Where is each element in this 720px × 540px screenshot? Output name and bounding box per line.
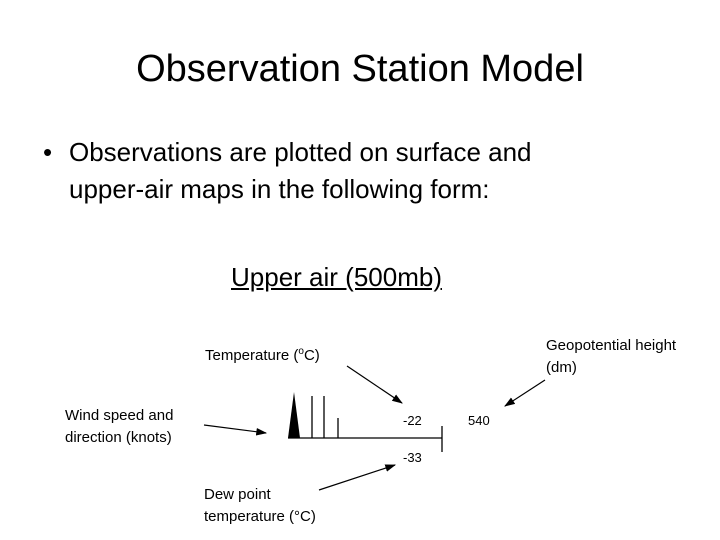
wind-label: Wind speed and direction (knots) [65, 405, 173, 449]
dewpoint-label-line-1: Dew point [204, 486, 271, 503]
height-value: 540 [468, 413, 490, 428]
wind-barb [288, 392, 443, 452]
slide-title: Observation Station Model [136, 48, 584, 90]
diagram-subtitle: Upper air (500mb) [231, 262, 442, 292]
wind-label-line-2: direction (knots) [65, 429, 172, 446]
temperature-label: Temperature (oC) [205, 341, 320, 367]
wind-arrow [203, 424, 268, 436]
dewpoint-label-line-2: temperature (°C) [204, 508, 316, 525]
geopotential-arrow [504, 379, 546, 407]
geopotential-label-line-1: Geopotential height [546, 337, 677, 354]
bullet-text-line-2: upper-air maps in the following form: [69, 174, 490, 204]
bullet-text-line-1: Observations are plotted on surface and [69, 137, 532, 167]
temperature-arrow [346, 365, 403, 404]
wind-label-line-1: Wind speed and [65, 407, 174, 424]
geopotential-label: Geopotential height (dm) [546, 335, 676, 379]
bullet-text: Observations are plotted on surface and … [69, 134, 669, 208]
geopotential-label-line-2: (dm) [546, 359, 577, 376]
temperature-label-unit: C) [303, 347, 320, 364]
wind-barb-pennant [288, 392, 300, 438]
temperature-value: -22 [403, 413, 422, 428]
dewpoint-value: -33 [403, 450, 422, 465]
bullet-symbol: • [43, 137, 53, 167]
temperature-label-text: Temperature ( [205, 347, 299, 364]
dewpoint-label: Dew point temperature (°C) [204, 484, 316, 528]
dewpoint-arrow [318, 464, 397, 491]
temperature-label-sup: o [298, 346, 304, 357]
